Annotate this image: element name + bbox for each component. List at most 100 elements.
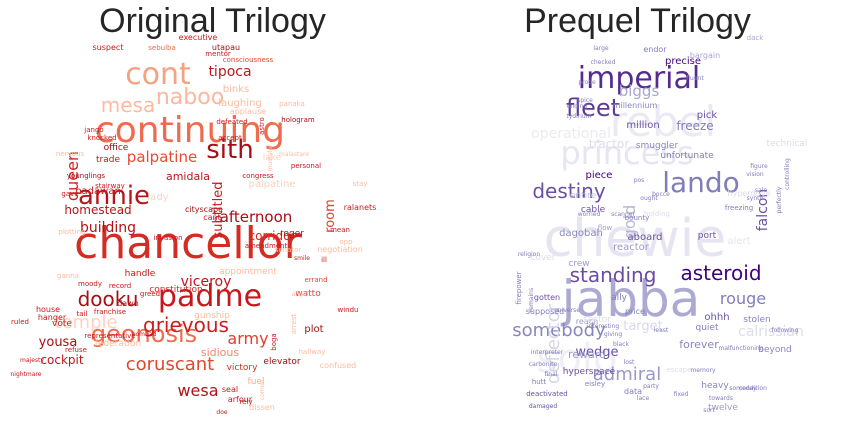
- original-trilogy-word: dooku: [78, 287, 139, 311]
- prequel-trilogy-word: following: [772, 327, 799, 334]
- original-trilogy-word: wesa: [177, 381, 218, 400]
- prequel-trilogy-word: operational: [531, 126, 611, 142]
- original-trilogy-word: palpatine: [249, 179, 296, 190]
- original-trilogy-word: utapau: [212, 43, 240, 52]
- original-trilogy-word: applause: [230, 107, 266, 116]
- prequel-trilogy-word: price: [625, 307, 645, 316]
- prequel-trilogy-word: condition: [739, 385, 767, 392]
- prequel-trilogy-word: ohhh: [704, 312, 729, 323]
- original-trilogy-word: boga: [270, 333, 278, 350]
- prequel-trilogy-word: probe: [578, 79, 596, 86]
- original-trilogy-word: comen: [259, 380, 266, 401]
- original-trilogy-word: hanger: [38, 313, 67, 322]
- original-trilogy-word: room: [323, 199, 338, 233]
- prequel-trilogy-word: aboard: [627, 232, 662, 243]
- original-trilogy-word: subtitled: [211, 182, 226, 239]
- prequel-trilogy-word: jabba: [561, 270, 701, 328]
- original-trilogy-word: federation: [95, 339, 141, 349]
- original-trilogy-word: malastare: [279, 151, 309, 158]
- prequel-trilogy-word: large: [593, 45, 609, 52]
- prequel-trilogy-word: calrissian: [738, 324, 804, 340]
- original-trilogy-word: fuel: [248, 377, 265, 387]
- original-trilogy-word: astro: [258, 117, 266, 135]
- prequel-trilogy-word: dack: [747, 34, 765, 42]
- original-trilogy-word: appointment: [219, 267, 277, 277]
- prequel-trilogy-word: final: [545, 371, 558, 378]
- original-trilogy-word: angel: [292, 291, 309, 298]
- original-trilogy-word: sith: [206, 135, 253, 165]
- original-trilogy-word: queen: [63, 151, 82, 201]
- prequel-trilogy-word: sector: [583, 315, 611, 325]
- original-trilogy-word: geonosis: [91, 320, 197, 348]
- prequel-trilogy-word: supposed: [526, 307, 564, 316]
- original-trilogy-word: naboo: [156, 85, 224, 110]
- original-trilogy-word: corridor: [249, 229, 296, 243]
- original-trilogy-word: franchise: [94, 308, 126, 316]
- original-trilogy-word: mentor: [205, 50, 231, 58]
- prequel-trilogy-word: bocce: [652, 191, 670, 198]
- original-trilogy-word: vote: [52, 319, 72, 329]
- prequel-trilogy-word: ally: [611, 293, 628, 303]
- prequel-trilogy-word: forever: [679, 338, 719, 351]
- original-trilogy-word: handle: [125, 269, 156, 279]
- prequel-trilogy-word: lace: [637, 395, 650, 402]
- prequel-trilogy-word: wedge: [575, 345, 618, 360]
- original-trilogy-word: seal: [222, 385, 238, 394]
- original-trilogy-word: binks: [223, 84, 249, 95]
- prequel-trilogy-word: remains: [528, 288, 535, 312]
- prequel-trilogy-word: solo: [537, 336, 618, 382]
- prequel-trilogy-word: deactivated: [526, 390, 568, 398]
- original-trilogy-word: amidala: [166, 170, 210, 183]
- prequel-trilogy-word: hutt: [532, 378, 547, 386]
- prequel-trilogy-word: cable: [581, 205, 606, 215]
- prequel-trilogy-word: ending: [567, 103, 588, 110]
- prequel-trilogy-word: scanner: [611, 211, 635, 218]
- prequel-trilogy-word: firepower: [515, 271, 523, 304]
- prequel-trilogy-word: reach: [576, 317, 598, 326]
- original-trilogy-word: mean: [330, 226, 350, 234]
- prequel-trilogy-word: interesting: [587, 323, 619, 330]
- original-trilogy-word: congress: [242, 172, 274, 180]
- original-trilogy-word: grievous: [143, 313, 229, 337]
- original-trilogy-word: senator: [275, 246, 302, 254]
- original-trilogy-word: victory: [227, 363, 259, 373]
- prequel-trilogy-word: giving: [604, 331, 622, 338]
- prequel-trilogy-word: endor: [643, 45, 667, 54]
- original-trilogy-word: majesty: [20, 357, 44, 364]
- original-trilogy-word: amendment: [245, 242, 288, 250]
- original-trilogy-word: moody: [78, 280, 102, 288]
- original-trilogy-word: dawn: [117, 299, 139, 308]
- prequel-trilogy-word: lost: [624, 359, 635, 366]
- original-trilogy-word: cityscape: [185, 205, 223, 214]
- prequel-trilogy-word: damaged: [529, 403, 558, 410]
- original-trilogy-word: panaka: [279, 100, 305, 108]
- prequel-trilogy-word: black: [613, 341, 629, 348]
- original-trilogy-word: rely: [239, 398, 252, 406]
- prequel-trilogy-word: lando: [662, 166, 740, 199]
- prequel-trilogy-word: reward: [568, 348, 606, 361]
- prequel-trilogy-word: universe: [554, 307, 580, 314]
- original-trilogy-word: constitution: [149, 285, 202, 295]
- prequel-trilogy-word: eisley: [585, 380, 605, 388]
- prequel-trilogy-word: someday: [729, 385, 757, 392]
- prequel-trilogy-word: entire: [570, 191, 597, 201]
- prequel-trilogy-panel: Prequel Trilogy jabba rebel chewie imperial…: [425, 0, 850, 426]
- original-trilogy-word: errand: [304, 276, 327, 284]
- prequel-trilogy-word: religion: [518, 251, 541, 258]
- prequel-trilogy-word: escape: [667, 366, 692, 374]
- prequel-trilogy-word: towards: [709, 395, 733, 402]
- prequel-trilogy-word: data: [624, 387, 642, 396]
- original-trilogy-word: arrest: [290, 314, 298, 335]
- prequel-trilogy-word: bargain: [690, 51, 720, 60]
- prequel-trilogy-word: carbonite: [529, 361, 558, 368]
- original-trilogy-word: mesa: [101, 93, 155, 117]
- prequel-trilogy-word: gold: [620, 205, 639, 240]
- original-trilogy-word: temple: [54, 312, 117, 333]
- original-trilogy-word: continuing: [95, 110, 285, 151]
- prequel-trilogy-word: fixed: [674, 391, 689, 398]
- prequel-trilogy-word: millennium: [613, 101, 658, 110]
- prequel-trilogy-word: stolen: [743, 315, 770, 325]
- original-trilogy-word: army: [227, 329, 268, 348]
- original-trilogy-word: sebulba: [148, 44, 176, 52]
- prequel-trilogy-word: worried: [578, 211, 601, 218]
